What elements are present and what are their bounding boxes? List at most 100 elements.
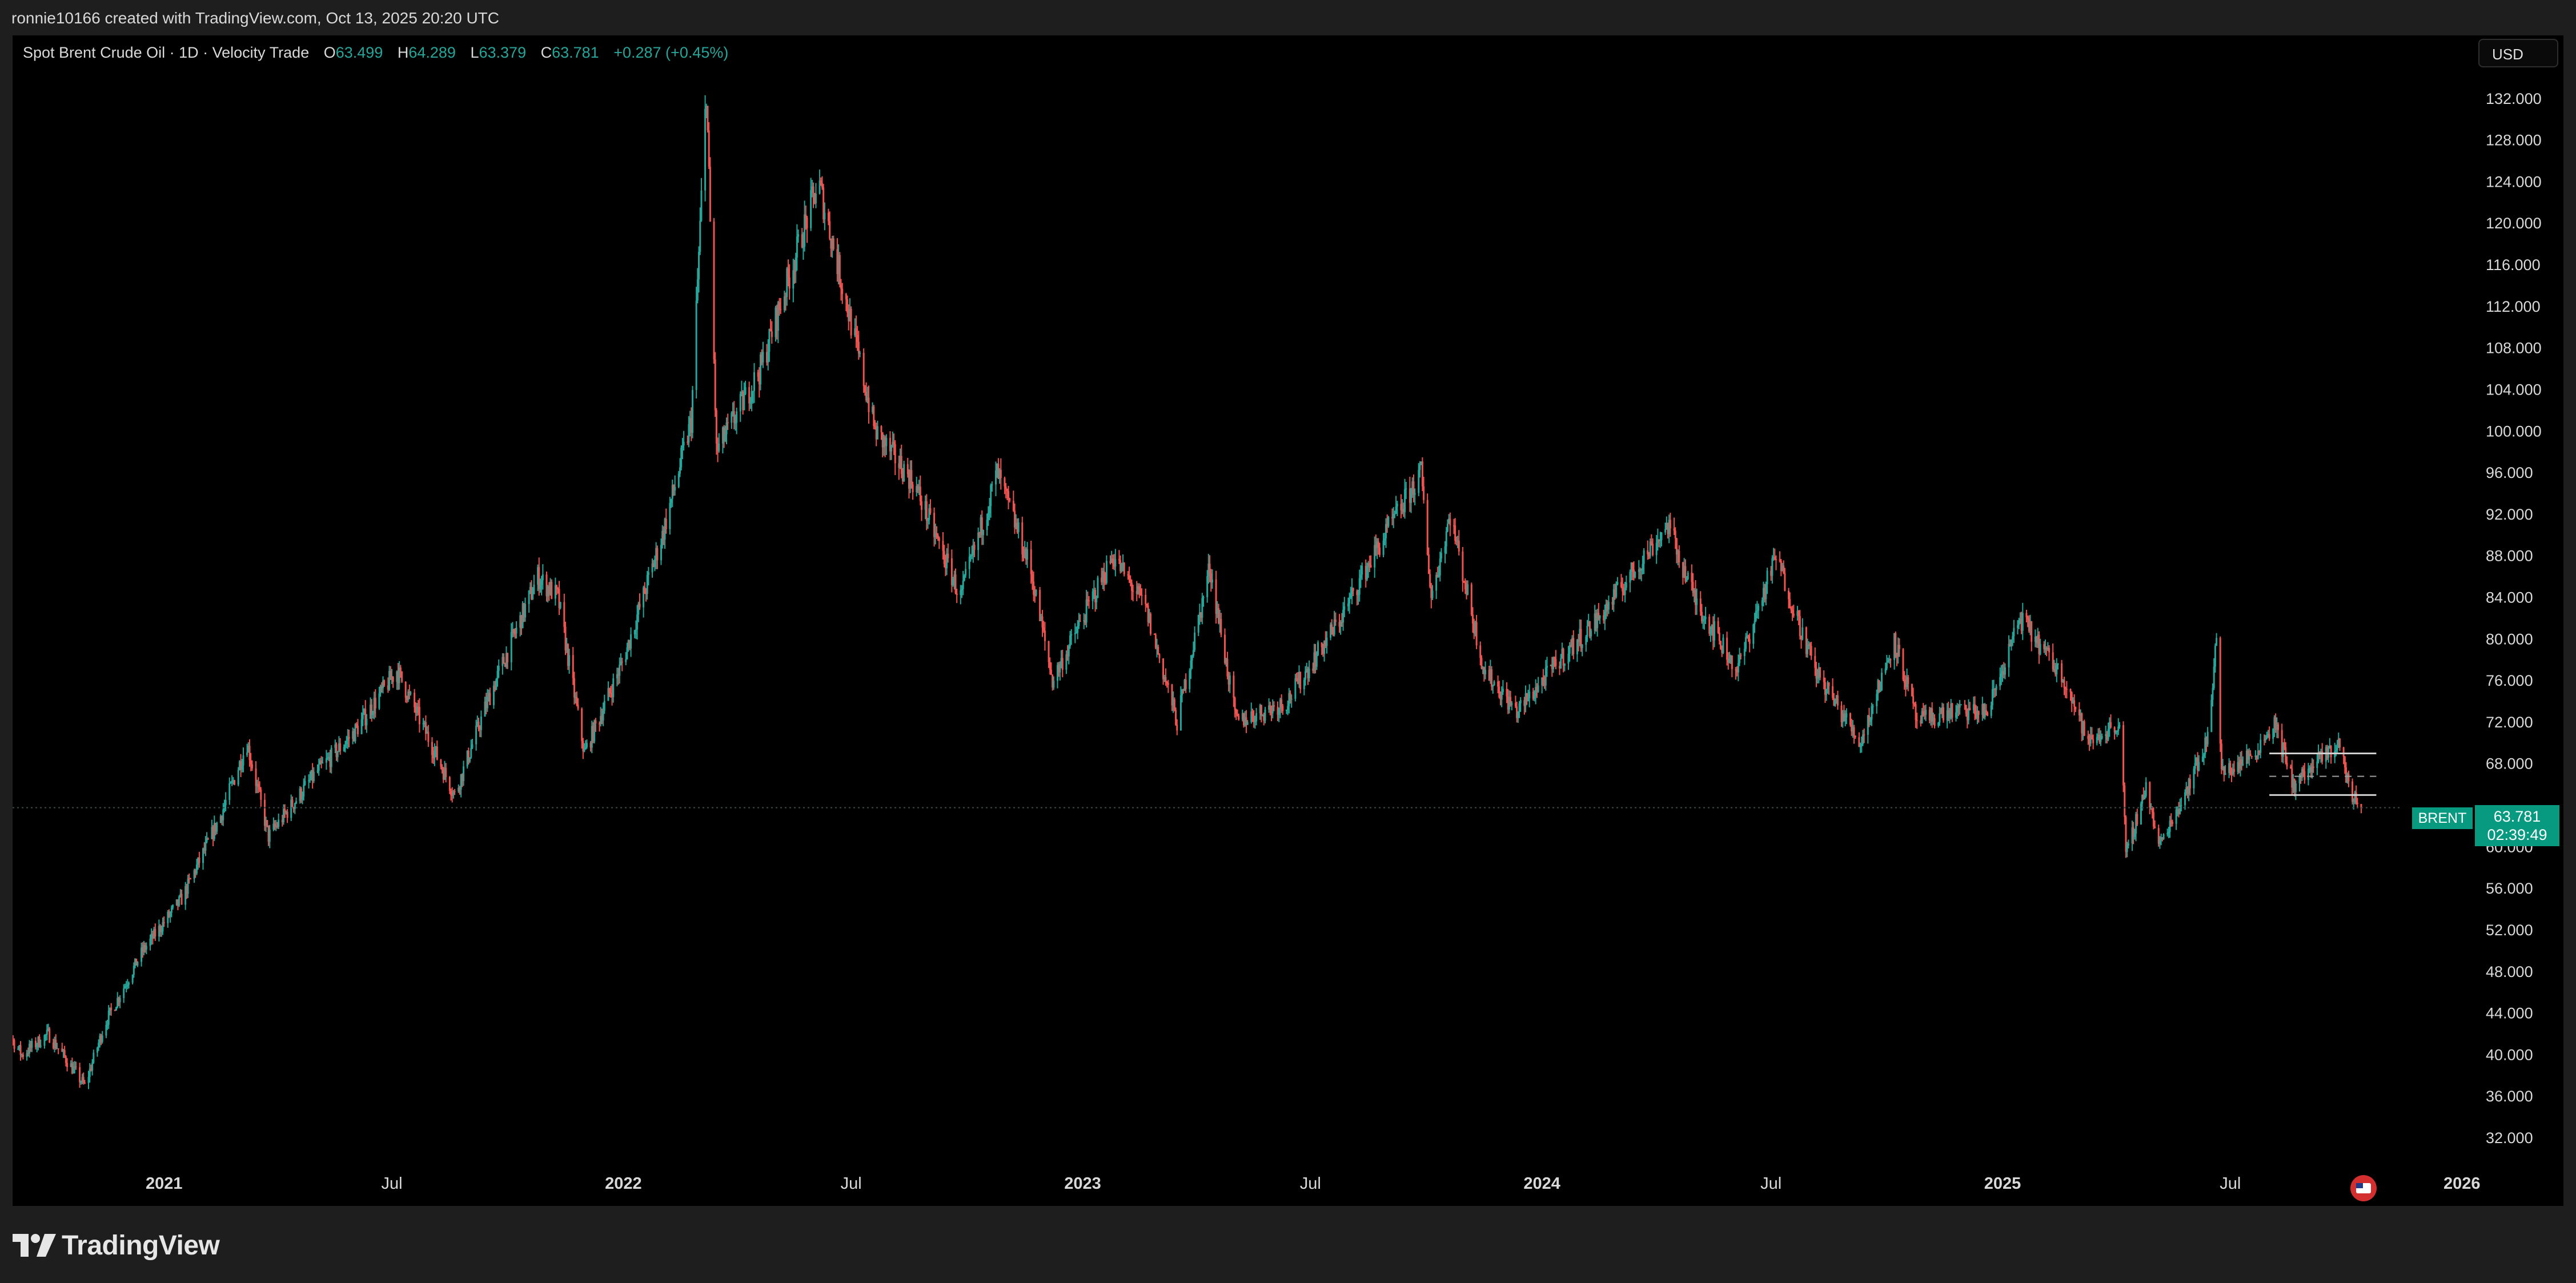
candle-body bbox=[1437, 574, 1439, 577]
candle-body bbox=[600, 715, 602, 724]
candle-body bbox=[1824, 682, 1826, 695]
candle-body bbox=[285, 811, 287, 813]
candle-body bbox=[793, 270, 796, 272]
candle-body bbox=[1497, 681, 1499, 687]
candle-body bbox=[266, 820, 268, 826]
candle-body bbox=[193, 870, 195, 879]
us-flag-icon[interactable] bbox=[2350, 1175, 2377, 1201]
candle-body bbox=[366, 718, 368, 726]
candle-body bbox=[820, 180, 822, 183]
candle-body bbox=[2282, 742, 2284, 757]
candle-body bbox=[621, 661, 623, 663]
candle-body bbox=[1176, 725, 1178, 731]
candle-body bbox=[1928, 710, 1931, 721]
candle-body bbox=[751, 391, 753, 403]
candle-body bbox=[114, 1010, 116, 1011]
candle-body bbox=[475, 726, 478, 745]
candle-body bbox=[503, 657, 505, 664]
candle-body bbox=[222, 809, 224, 821]
price-axis[interactable]: 136.000132.000128.000124.000120.000116.0… bbox=[2486, 49, 2542, 1147]
candle-body bbox=[206, 838, 208, 842]
time-axis[interactable]: 2021 Jul 2022 Jul 2023 Jul 2024 Jul 2025 Jul 2026 bbox=[146, 1175, 2481, 1193]
candle-body bbox=[248, 746, 251, 761]
candle-body bbox=[1808, 644, 1810, 645]
candle-body bbox=[1068, 646, 1070, 657]
candle-body bbox=[406, 697, 408, 700]
candle-body bbox=[1603, 615, 1605, 621]
candle-body bbox=[98, 1043, 100, 1048]
candle-body bbox=[2160, 837, 2162, 840]
candle-body bbox=[90, 1068, 92, 1071]
candle-body bbox=[1878, 680, 1880, 692]
candle-body bbox=[973, 545, 976, 550]
candle-body bbox=[2001, 671, 2004, 674]
candle-body bbox=[371, 705, 373, 715]
candle-body bbox=[426, 731, 428, 734]
candle-body bbox=[1341, 621, 1343, 623]
candle-body bbox=[831, 238, 833, 249]
chart-canvas[interactable]: 136.000132.000128.000124.000120.000116.0… bbox=[13, 35, 2563, 1206]
candle-body bbox=[219, 816, 222, 823]
candle-body bbox=[2276, 724, 2278, 730]
candle-body bbox=[410, 693, 412, 694]
candle-body bbox=[2286, 762, 2288, 767]
chart-pane[interactable]: 136.000132.000128.000124.000120.000116.0… bbox=[13, 35, 2563, 1206]
candle-body bbox=[2219, 638, 2221, 744]
candle-body bbox=[1489, 669, 1491, 681]
price-tick-label: 52.000 bbox=[2486, 922, 2533, 939]
candle-body bbox=[1840, 705, 1843, 722]
candle-body bbox=[849, 308, 851, 321]
candle-body bbox=[1772, 557, 1775, 558]
candle-body bbox=[589, 743, 592, 748]
currency-button[interactable]: USD bbox=[2478, 39, 2558, 67]
candle-body bbox=[725, 422, 728, 435]
candle-body bbox=[2038, 634, 2040, 654]
candle-body bbox=[1207, 564, 1210, 577]
candle-body bbox=[242, 755, 244, 766]
candle-body bbox=[311, 770, 314, 781]
candle-body bbox=[1395, 506, 1397, 514]
candle-body bbox=[683, 441, 685, 446]
candle-body bbox=[1411, 481, 1414, 489]
candle-body bbox=[936, 533, 938, 536]
candle-body bbox=[30, 1044, 32, 1048]
candle-body bbox=[211, 827, 213, 839]
candle-body bbox=[1766, 570, 1768, 585]
tradingview-logo[interactable]: TradingView bbox=[13, 1230, 220, 1261]
candle-body bbox=[1217, 608, 1219, 624]
candle-series bbox=[13, 95, 2362, 1089]
candle-body bbox=[1622, 587, 1624, 592]
candle-body bbox=[1480, 658, 1483, 669]
candle-body bbox=[1693, 590, 1695, 593]
range-annotation[interactable] bbox=[2269, 753, 2377, 796]
candle-body bbox=[997, 463, 1000, 479]
candle-body bbox=[718, 443, 720, 451]
candle-body bbox=[2201, 757, 2204, 762]
candle-body bbox=[2281, 730, 2283, 757]
candle-body bbox=[2166, 833, 2169, 835]
candle-body bbox=[2061, 663, 2063, 682]
candle-body bbox=[854, 328, 856, 336]
candle-body bbox=[1739, 655, 1741, 663]
candle-body bbox=[255, 768, 257, 786]
candle-body bbox=[1726, 637, 1728, 660]
candle-body bbox=[1950, 703, 1952, 713]
candle-body bbox=[274, 823, 276, 827]
candle-body bbox=[2301, 769, 2303, 778]
candle-body bbox=[1473, 624, 1475, 634]
candle-body bbox=[2004, 667, 2006, 675]
candle-body bbox=[1374, 545, 1376, 568]
candle-body bbox=[1197, 614, 1199, 633]
candle-body bbox=[742, 392, 744, 411]
candle-body bbox=[1781, 565, 1783, 572]
candle-body bbox=[520, 615, 523, 629]
candle-body bbox=[928, 508, 930, 520]
candle-body bbox=[486, 697, 488, 709]
candle-body bbox=[1079, 621, 1081, 622]
candle-body bbox=[304, 781, 306, 785]
candle-body bbox=[492, 685, 495, 706]
candle-body bbox=[1084, 620, 1086, 623]
candle-body bbox=[461, 774, 463, 781]
candle-body bbox=[1942, 707, 1944, 721]
candle-body bbox=[2101, 735, 2103, 739]
